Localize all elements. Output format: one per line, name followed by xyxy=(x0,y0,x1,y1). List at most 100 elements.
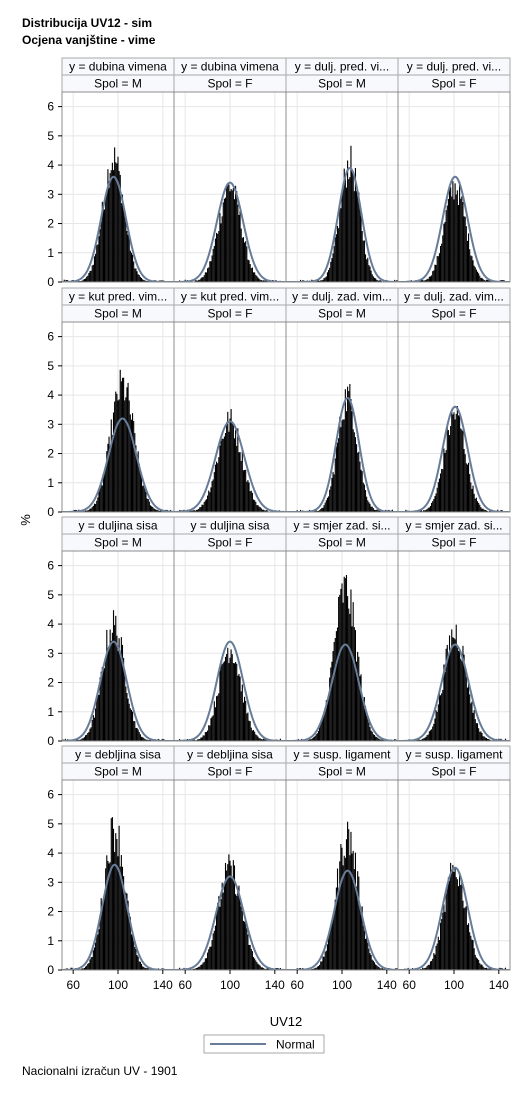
histogram-bar xyxy=(255,960,257,970)
histogram-bar xyxy=(319,280,321,282)
histogram-bar xyxy=(358,876,360,970)
histogram-bar xyxy=(481,508,483,512)
histogram-bar xyxy=(332,471,334,512)
histogram-bar xyxy=(329,267,331,282)
histogram-bar xyxy=(252,729,255,741)
histogram-bar xyxy=(335,631,337,741)
histogram-bar xyxy=(462,900,464,970)
histogram-bar xyxy=(481,277,483,282)
histogram-bar xyxy=(86,276,88,282)
histogram-bar xyxy=(468,233,470,282)
histogram-bar xyxy=(112,412,115,512)
histogram-bar xyxy=(453,412,455,512)
y-tick-label: 4 xyxy=(47,617,54,631)
histogram-bar xyxy=(149,739,152,741)
histogram-bar xyxy=(310,739,312,741)
histogram-bar xyxy=(463,449,465,512)
histogram-bar xyxy=(217,903,219,970)
histogram-bar xyxy=(345,187,348,282)
histogram-bar xyxy=(239,210,241,282)
histogram-bar xyxy=(483,736,485,741)
histogram-bar xyxy=(224,656,227,741)
histogram-bar xyxy=(478,273,480,282)
histogram-bar xyxy=(249,721,251,741)
histogram-bar xyxy=(232,663,234,741)
histogram-bar xyxy=(326,703,328,741)
panel-7: y = dulj. zad. vim... Spol = M xyxy=(285,287,399,513)
histogram-bar xyxy=(144,487,146,512)
histogram-bar xyxy=(227,184,229,282)
histogram-bar xyxy=(110,640,112,741)
histogram-bar xyxy=(139,276,141,282)
histogram-bar xyxy=(222,438,224,512)
histogram-bar xyxy=(423,510,425,512)
histogram-bar xyxy=(345,411,348,512)
histogram-bar xyxy=(204,500,206,512)
histogram-bar xyxy=(209,946,211,970)
histogram-bar xyxy=(475,957,477,970)
histogram-bar xyxy=(194,510,196,512)
histogram-bar xyxy=(353,432,355,512)
histogram-bar xyxy=(438,478,440,512)
histogram-bar xyxy=(112,828,115,970)
histogram-bar xyxy=(465,676,467,741)
histogram-bars xyxy=(179,854,281,970)
histogram-bar xyxy=(222,202,224,282)
histogram-bar xyxy=(471,701,473,741)
histogram-bar xyxy=(368,948,370,970)
panel-y-label: y = smjer zad. si... xyxy=(293,519,390,533)
histogram-bar xyxy=(473,710,475,741)
histogram-bar xyxy=(340,844,342,970)
histogram-bar xyxy=(149,505,152,512)
panel-5: y = kut pred. vim... Spol = M 0 1 2 3 4 5 6 xyxy=(47,287,175,519)
histogram-bar xyxy=(371,731,373,741)
panel-1: y = dubina vimena Spol = M 0 1 2 3 4 5 6 xyxy=(47,57,175,289)
histogram-bar xyxy=(211,940,213,970)
histogram-bar xyxy=(370,730,372,741)
histogram-bar xyxy=(360,914,362,970)
histogram-bar xyxy=(378,280,380,282)
histogram-bar xyxy=(199,966,201,970)
histogram-bar xyxy=(244,921,246,970)
panel-y-label: y = dulj. pred. vi... xyxy=(295,60,389,74)
histogram-bar xyxy=(90,957,92,970)
histogram-bar xyxy=(361,230,363,282)
histogram-bar xyxy=(313,968,315,970)
histogram-bar xyxy=(265,739,267,741)
histogram-bar xyxy=(258,964,260,970)
histogram-bar xyxy=(92,264,94,282)
histogram-bar xyxy=(222,892,224,970)
histogram-bar xyxy=(352,602,354,741)
histogram-bar xyxy=(207,495,209,512)
histogram-bar xyxy=(319,727,321,741)
histogram-bar xyxy=(360,215,362,282)
histogram-bar xyxy=(480,731,482,741)
histogram-bar xyxy=(427,734,429,741)
histogram-bar xyxy=(373,734,376,741)
y-tick-label: 6 xyxy=(47,788,54,802)
histogram-bar xyxy=(361,696,363,741)
histogram-bar xyxy=(333,474,335,512)
histogram-bar xyxy=(258,278,260,282)
histogram-bar xyxy=(76,739,78,741)
histogram-bar xyxy=(252,272,255,282)
histogram-bar xyxy=(95,942,97,970)
x-tick-label: 60 xyxy=(67,978,81,992)
histogram-bar xyxy=(443,223,445,282)
histogram-bar xyxy=(457,650,460,741)
histogram-bar xyxy=(121,866,124,970)
histogram-bar xyxy=(211,481,213,512)
histogram-bar xyxy=(476,958,479,970)
normal-curve xyxy=(286,643,398,741)
panel-spol-label: Spol = F xyxy=(431,765,476,779)
histogram-bar xyxy=(263,280,265,282)
histogram-bar xyxy=(231,878,233,970)
histogram-bar xyxy=(454,183,456,282)
histogram-bar xyxy=(209,261,211,282)
histogram-bar xyxy=(101,485,103,512)
histogram-bar xyxy=(426,965,428,970)
panel-y-label: y = debljina sisa xyxy=(75,748,161,762)
histogram-bar xyxy=(472,940,474,970)
histogram-bar xyxy=(118,399,120,512)
histogram-bar xyxy=(349,177,351,282)
